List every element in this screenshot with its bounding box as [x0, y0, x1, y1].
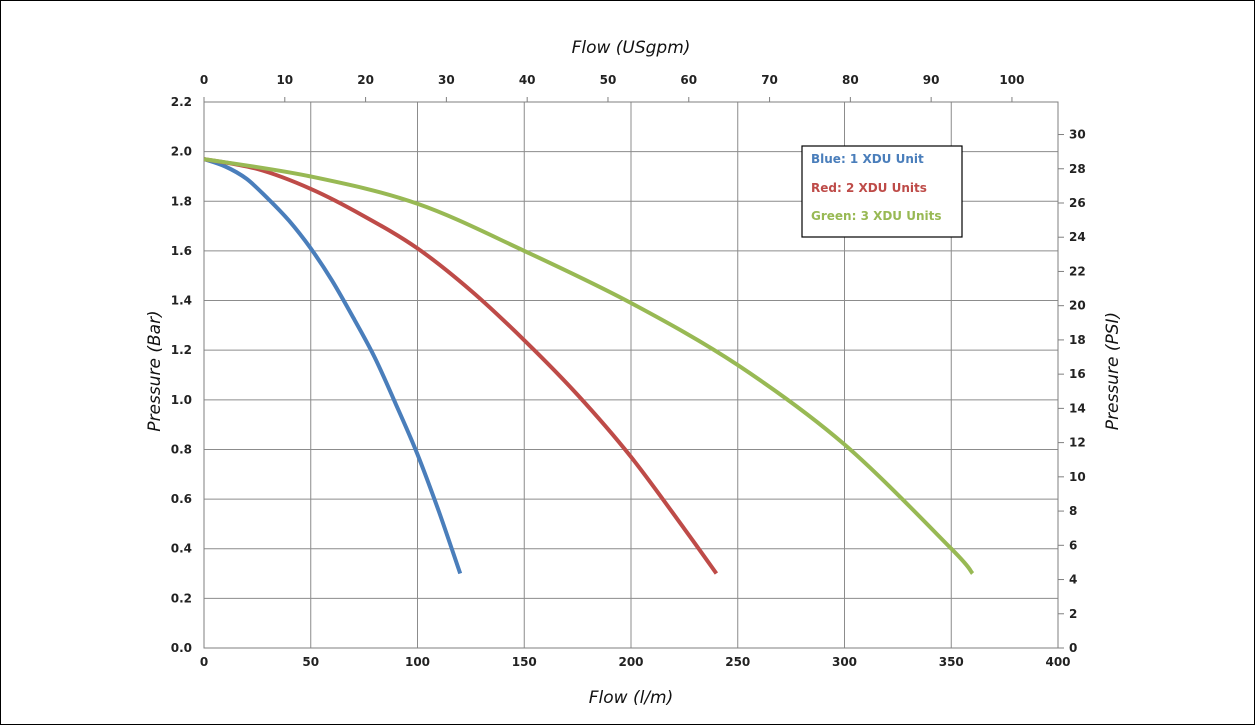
x-tick-label: 300: [832, 655, 857, 669]
y2-tick-label: 10: [1069, 470, 1086, 484]
x-tick-label: 100: [405, 655, 430, 669]
y-tick-label: 1.0: [171, 393, 192, 407]
x-axis-ticks: 0 50 100 150 200 250 300 350 400: [200, 655, 1071, 669]
y2-tick-label: 8: [1069, 504, 1077, 518]
series-lines: [203, 157, 975, 575]
y2-tick-label: 2: [1069, 607, 1077, 621]
x-tick-label: 250: [725, 655, 750, 669]
y-tick-label: 2.2: [171, 95, 192, 109]
x2-tick-label: 50: [600, 73, 617, 87]
legend-entry-red: Red: 2 XDU Units: [811, 181, 927, 195]
y-tick-label: 0.6: [171, 492, 192, 506]
y-tick-label: 1.4: [171, 294, 192, 308]
y2-tick-label: 20: [1069, 299, 1086, 313]
series-line-2-xdu-units: [203, 157, 719, 575]
x-tick-label: 200: [618, 655, 643, 669]
x2-tick-label: 0: [200, 73, 208, 87]
x2-tick-label: 60: [680, 73, 697, 87]
x-tick-label: 350: [939, 655, 964, 669]
y2-tick-label: 16: [1069, 367, 1086, 381]
y2-tick-label: 28: [1069, 162, 1086, 176]
y-tick-label: 0.0: [171, 641, 192, 655]
y2-tick-label: 18: [1069, 333, 1086, 347]
x-tick-label: 150: [512, 655, 537, 669]
y2-tick-label: 24: [1069, 230, 1086, 244]
y2-tick-label: 26: [1069, 196, 1086, 210]
y2-tick-label: 30: [1069, 128, 1086, 142]
y2-tick-label: 4: [1069, 573, 1077, 587]
legend-entry-green: Green: 3 XDU Units: [811, 209, 942, 223]
y-tick-label: 1.2: [171, 343, 192, 357]
series-line-3-xdu-units: [203, 157, 975, 575]
y-tick-label: 1.6: [171, 244, 192, 258]
x2-tick-label: 80: [842, 73, 859, 87]
y-axis-ticks: 0.0 0.2 0.4 0.6 0.8 1.0 1.2 1.4 1.6 1.8 2.0 2.2: [171, 95, 192, 655]
x2-tick-label: 90: [923, 73, 940, 87]
legend: Blue: 1 XDU Unit Red: 2 XDU Units Green:…: [801, 145, 963, 238]
legend-entry-blue: Blue: 1 XDU Unit: [811, 152, 924, 166]
y2-tick-label: 12: [1069, 436, 1086, 450]
y-tick-label: 1.8: [171, 194, 192, 208]
y2-axis-title: Pressure (PSI): [1103, 312, 1123, 430]
plot-border: [203, 101, 1059, 649]
x2-tick-label: 30: [438, 73, 455, 87]
x2-tick-label: 10: [276, 73, 293, 87]
x-axis-title: Flow (l/m): [589, 688, 674, 708]
series-line-1-xdu-unit: [203, 157, 463, 575]
x-tick-label: 0: [200, 655, 208, 669]
legend-box: [801, 145, 963, 238]
y2-tick-label: 14: [1069, 401, 1086, 415]
x2-axis-title: Flow (USgpm): [572, 38, 691, 58]
x2-tick-label: 100: [999, 73, 1024, 87]
x-tick-label: 50: [302, 655, 319, 669]
x2-tick-label: 70: [761, 73, 778, 87]
x2-tick-label: 20: [357, 73, 374, 87]
y2-tick-label: 22: [1069, 264, 1086, 278]
y-tick-label: 0.2: [171, 591, 192, 605]
x-tick-label: 400: [1045, 655, 1070, 669]
x2-tick-label: 40: [519, 73, 536, 87]
y-tick-label: 0.8: [171, 442, 192, 456]
y-tick-label: 2.0: [171, 145, 192, 159]
x2-axis-ticks: 0 10 20 30 40 50 60 70 80 90 100: [200, 73, 1024, 102]
y-tick-label: 0.4: [171, 542, 192, 556]
y2-tick-label: 0: [1069, 641, 1077, 655]
y-axis-title: Pressure (Bar): [145, 310, 165, 431]
y2-tick-label: 6: [1069, 538, 1077, 552]
